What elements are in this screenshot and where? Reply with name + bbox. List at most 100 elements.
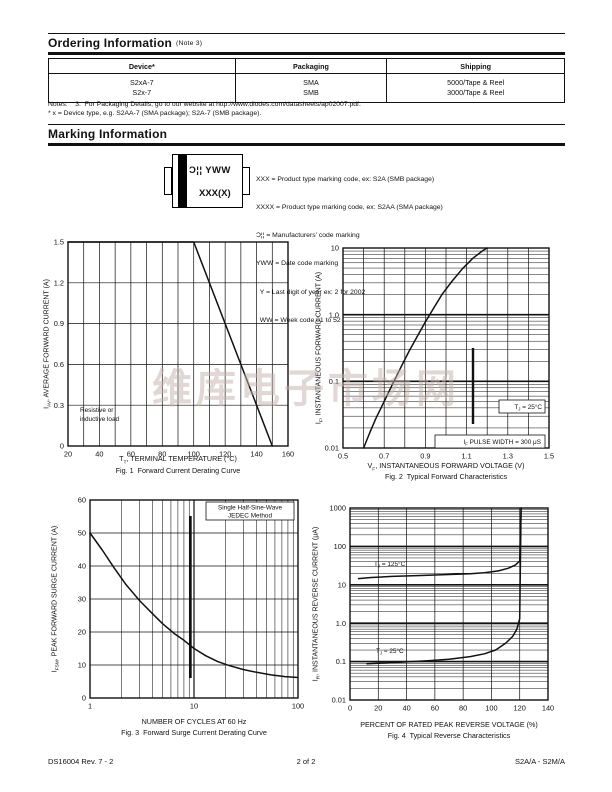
svg-text:1.5: 1.5 xyxy=(54,238,64,247)
ordering-header-packaging: Packaging xyxy=(234,58,388,74)
cathode-band xyxy=(178,155,187,207)
svg-text:80: 80 xyxy=(158,450,166,459)
svg-text:60: 60 xyxy=(431,704,439,713)
packaging-value-2: SMB xyxy=(303,88,319,97)
package-marking-line2: XXX(X) xyxy=(199,188,231,199)
svg-text:40: 40 xyxy=(402,704,410,713)
svg-text:0: 0 xyxy=(82,694,86,703)
svg-text:1.1: 1.1 xyxy=(461,452,471,461)
ordering-cell-packaging: SMA SMB xyxy=(234,73,388,103)
svg-text:140: 140 xyxy=(542,704,554,713)
svg-text:100: 100 xyxy=(334,542,346,551)
svg-text:0: 0 xyxy=(60,442,64,451)
footer-part-range: S2A/A - S2M/A xyxy=(514,757,565,766)
svg-text:IF PULSE WIDTH = 300 μS: IF PULSE WIDTH = 300 μS xyxy=(463,439,541,447)
svg-text:60: 60 xyxy=(78,496,86,505)
svg-text:20: 20 xyxy=(64,450,72,459)
fig2-caption: Fig. 2 Typical Forward Characteristics xyxy=(384,472,508,481)
fig3-caption: Fig. 3 Forward Surge Current Derating Cu… xyxy=(121,728,267,737)
ordering-cell-device: S2xA-7 S2x-7 xyxy=(48,73,236,103)
package-outline xyxy=(172,154,243,208)
svg-text:100: 100 xyxy=(292,702,304,711)
svg-text:1.5: 1.5 xyxy=(544,452,554,461)
ordering-header-shipping: Shipping xyxy=(386,58,565,74)
package-lead-right xyxy=(242,167,250,195)
fig3-y-axis-label: IFSM, PEAK FORWARD SURGE CURRENT (A) xyxy=(51,525,61,673)
shipping-value-2: 3000/Tape & Reel xyxy=(447,88,505,97)
fig2-typical-forward-characteristics-chart: TJ = 25°C IF PULSE WIDTH = 300 μS 0.5 0.7 0.… xyxy=(325,244,555,461)
svg-text:60: 60 xyxy=(127,450,135,459)
svg-text:0.01: 0.01 xyxy=(332,696,346,705)
svg-text:100: 100 xyxy=(485,704,497,713)
svg-text:160: 160 xyxy=(282,450,294,459)
ordering-header-device: Device* xyxy=(48,58,236,74)
fig1-forward-current-derating-chart: Resistive or inductive load 20 40 60 80 100 120… xyxy=(54,238,294,459)
svg-text:1.2: 1.2 xyxy=(54,278,64,287)
section-divider xyxy=(48,33,565,34)
svg-text:50: 50 xyxy=(78,529,86,538)
svg-text:30: 30 xyxy=(78,595,86,604)
device-value-1: S2xA-7 xyxy=(130,78,154,87)
footer-document-number: DS16004 Rev. 7 - 2 xyxy=(48,757,114,766)
svg-text:1000: 1000 xyxy=(330,504,346,513)
svg-text:10: 10 xyxy=(190,702,198,711)
legend-xxxx: XXXX = Product type marking code, ex: S2… xyxy=(256,204,443,212)
svg-text:120: 120 xyxy=(514,704,526,713)
svg-text:20: 20 xyxy=(374,704,382,713)
note-packaging-details: Notes: 3. For Packaging Details, go to o… xyxy=(48,101,361,108)
svg-text:0.1: 0.1 xyxy=(329,377,339,386)
svg-text:10: 10 xyxy=(338,580,346,589)
svg-text:10: 10 xyxy=(78,661,86,670)
svg-text:0.9: 0.9 xyxy=(54,319,64,328)
svg-text:140: 140 xyxy=(250,450,262,459)
legend-xxx: XXX = Product type marking code, ex: S2A… xyxy=(256,175,435,183)
legend-week: WW = Week code 01 to 52 xyxy=(256,316,341,324)
fig4-typical-reverse-characteristics-chart: TJ = 125°CTJ = 25°C0 20 40 60 80 100 120 140100… xyxy=(330,504,554,713)
marking-information-heading: Marking Information xyxy=(48,127,168,141)
svg-text:1: 1 xyxy=(88,702,92,711)
fig1-x-axis-label: TT, TERMINAL TEMPERATURE (°C) xyxy=(119,454,237,466)
svg-text:0.7: 0.7 xyxy=(379,452,389,461)
fig1-caption: Fig. 1 Forward Current Derating Curve xyxy=(115,466,241,475)
svg-text:0.1: 0.1 xyxy=(336,657,346,666)
svg-text:1.0: 1.0 xyxy=(329,310,339,319)
svg-text:Single Half-Sine-Wave: Single Half-Sine-Wave xyxy=(218,505,282,512)
svg-text:40: 40 xyxy=(78,562,86,571)
package-marking-line1: Ɔ¦¦ YWW xyxy=(189,165,231,176)
svg-text:TJ = 125°C: TJ = 125°C xyxy=(374,560,406,569)
svg-text:20: 20 xyxy=(78,628,86,637)
note-device-type: * x = Device type, e.g. S2AA-7 (SMA pack… xyxy=(48,109,262,117)
svg-text:0: 0 xyxy=(348,704,352,713)
ordering-table: Device* Packaging Shipping S2xA-7 S2x-7 … xyxy=(48,58,565,103)
marking-legend: XXX = Product type marking code, ex: S2A… xyxy=(256,156,443,344)
svg-text:10: 10 xyxy=(331,244,339,253)
package-lead-left xyxy=(164,167,172,195)
svg-text:inductive load: inductive load xyxy=(80,416,120,423)
shipping-value-1: 5000/Tape & Reel xyxy=(447,78,505,87)
fig3-x-axis-label: NUMBER OF CYCLES AT 60 Hz xyxy=(141,717,247,726)
ordering-notes: Notes: 3. For Packaging Details, go to o… xyxy=(48,101,361,118)
svg-text:0.9: 0.9 xyxy=(420,452,430,461)
svg-text:100: 100 xyxy=(188,450,200,459)
fig4-x-axis-label: PERCENT OF RATED PEAK REVERSE VOLTAGE (%… xyxy=(360,720,538,729)
ordering-cell-shipping: 5000/Tape & Reel 3000/Tape & Reel xyxy=(386,73,565,103)
svg-text:Resistive or: Resistive or xyxy=(80,407,114,414)
svg-text:120: 120 xyxy=(219,450,231,459)
svg-text:0.3: 0.3 xyxy=(54,401,64,410)
ordering-information-heading: Ordering Information (Note 3) xyxy=(48,36,202,50)
section-divider xyxy=(48,124,565,125)
fig2-x-axis-label: VF, INSTANTANEOUS FORWARD VOLTAGE (V) xyxy=(367,461,525,473)
svg-text:1.3: 1.3 xyxy=(503,452,513,461)
legend-logo: Ɔ¦¦ = Manufacturers' code marking xyxy=(256,232,360,240)
ordering-note-reference: (Note 3) xyxy=(176,40,203,47)
section-underline xyxy=(48,143,565,146)
svg-text:0.6: 0.6 xyxy=(54,360,64,369)
ordering-table-body-row: S2xA-7 S2x-7 SMA SMB 5000/Tape & Reel 30… xyxy=(48,73,565,103)
ordering-information-title: Ordering Information xyxy=(48,36,172,50)
ordering-table-header-row: Device* Packaging Shipping xyxy=(48,58,565,74)
svg-text:JEDEC Method: JEDEC Method xyxy=(228,513,272,520)
section-underline xyxy=(48,52,565,55)
svg-text:1.0: 1.0 xyxy=(336,619,346,628)
